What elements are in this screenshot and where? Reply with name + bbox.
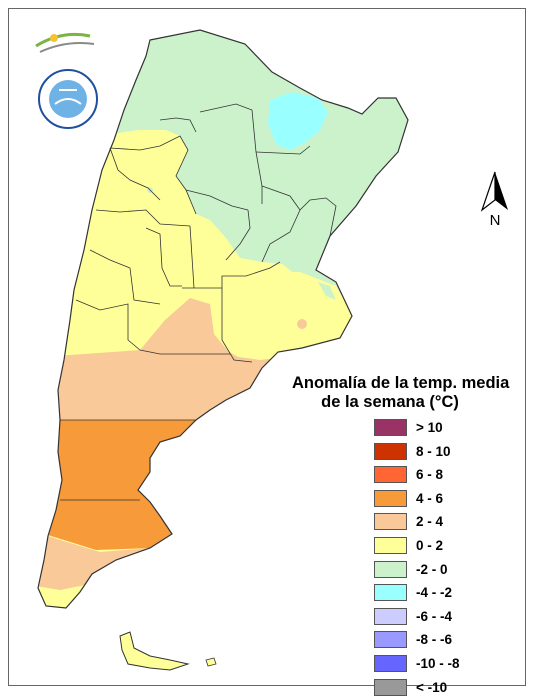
tierra-del-fuego xyxy=(119,631,190,671)
north-arrow-icon xyxy=(480,171,508,212)
legend-item: -6 - -4 xyxy=(374,606,494,628)
legend-title-line1: Anomalía de la temp. media xyxy=(292,374,510,392)
legend-item: 8 - 10 xyxy=(374,441,494,463)
zone-minus4-minus2 xyxy=(268,92,328,150)
legend-item: -4 - -2 xyxy=(374,582,494,604)
legend-label: -6 - -4 xyxy=(416,608,453,624)
zone-0-2-east xyxy=(222,272,352,360)
legend-title-line2: de la semana (°C) xyxy=(321,393,459,411)
province-borders xyxy=(60,103,337,501)
legend-swatch xyxy=(374,584,407,602)
legend-swatch xyxy=(374,607,407,625)
legend-label: 8 - 10 xyxy=(416,443,451,459)
legend-label: 6 - 8 xyxy=(416,467,444,483)
legend-swatch xyxy=(374,655,407,672)
north-label: N xyxy=(489,212,501,229)
legend-label: 0 - 2 xyxy=(416,538,444,553)
north-arrow: N xyxy=(478,170,512,232)
smn-logo xyxy=(38,69,98,129)
zone-2-4 xyxy=(38,298,300,430)
legend-item: -8 - -6 xyxy=(374,629,494,651)
legend-label: -4 - -2 xyxy=(416,585,453,601)
legend-label: < -10 xyxy=(416,679,448,695)
legend-label: -10 - -8 xyxy=(416,656,460,671)
ora-logo xyxy=(35,32,95,53)
legend-item: -2 - 0 xyxy=(374,559,494,581)
argentina-outline xyxy=(37,29,409,609)
legend-swatch xyxy=(374,419,407,436)
legend-swatch xyxy=(374,489,407,507)
legend-item: 4 - 6 xyxy=(374,488,494,510)
legend-item: 0 - 2 xyxy=(374,535,494,557)
legend-item: 2 - 4 xyxy=(374,511,494,533)
legend-label: > 10 xyxy=(416,420,443,435)
legend-label: -8 - -6 xyxy=(416,632,453,648)
legend-item: > 10 xyxy=(374,417,494,439)
legend-item: < -10 xyxy=(374,677,494,699)
map-frame xyxy=(8,8,526,686)
legend-swatch xyxy=(374,678,407,696)
legend-label: 2 - 4 xyxy=(416,514,444,530)
legend-swatch xyxy=(374,560,407,578)
legend-title: Anomalía de la temp. media de la semana … xyxy=(292,374,510,412)
legend-swatch xyxy=(374,537,407,554)
legend-item: 6 - 8 xyxy=(374,464,494,486)
legend-swatch xyxy=(374,442,407,460)
legend-label: -2 - 0 xyxy=(416,561,448,577)
legend-swatch xyxy=(374,631,407,649)
legend-swatch xyxy=(374,466,407,484)
legend-item: -10 - -8 xyxy=(374,653,494,675)
legend-swatch xyxy=(374,513,407,531)
legend-label: 4 - 6 xyxy=(416,490,444,506)
